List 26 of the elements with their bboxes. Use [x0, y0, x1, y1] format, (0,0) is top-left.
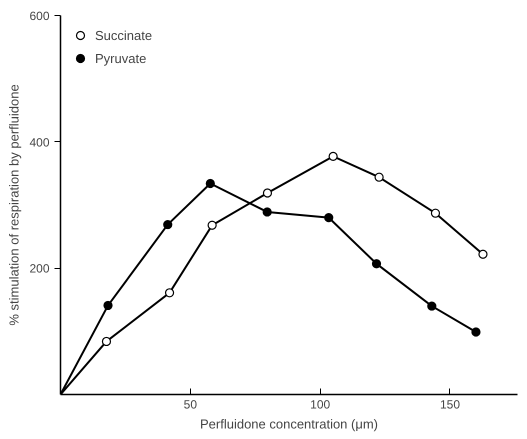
point [208, 220, 217, 230]
point [478, 250, 488, 259]
point [374, 172, 384, 182]
point [262, 207, 272, 217]
legend-label: Pyruvate [95, 50, 146, 66]
y-tick-label: 400 [29, 135, 50, 150]
point [372, 259, 382, 268]
point [328, 152, 338, 161]
y-tick-label: 600 [29, 9, 50, 23]
x-tick-label: 50 [184, 398, 198, 412]
y-axis-title: % stimulation of respiration by perfluidone [6, 84, 22, 326]
point [206, 178, 215, 188]
point [102, 336, 112, 346]
point [103, 300, 113, 310]
point [262, 188, 272, 198]
point [427, 301, 436, 311]
point [163, 220, 172, 230]
x-axis-title: Perfluidone concentration (μm) [200, 416, 378, 432]
y-tick-label: 200 [29, 262, 50, 276]
point [471, 327, 481, 337]
x-tick-label: 150 [440, 398, 460, 412]
point [430, 208, 440, 218]
point [164, 288, 174, 298]
point [324, 213, 334, 222]
legend-label: Succinate [95, 28, 152, 42]
x-tick-label: 100 [310, 398, 330, 412]
